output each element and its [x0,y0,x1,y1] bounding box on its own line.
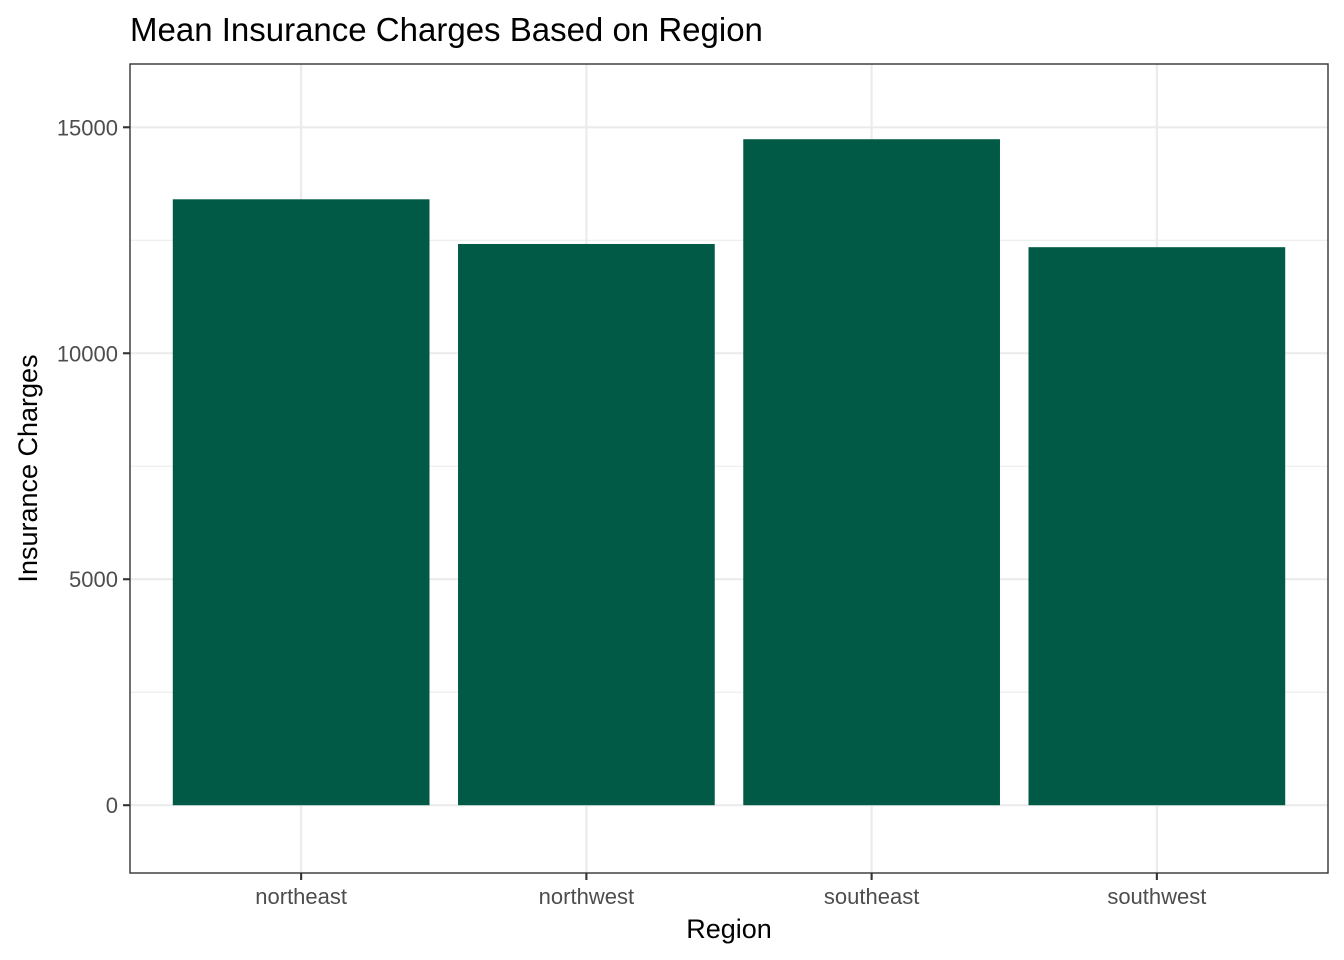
bar-northeast [172,199,430,806]
y-tick-label: 10000 [57,341,118,366]
x-tick-label-southwest: southwest [1107,884,1206,909]
bar-southwest [1028,247,1286,806]
x-axis: northeast northwest southeast southwest [255,873,1206,909]
bars [172,139,1286,806]
y-axis-title: Insurance Charges [13,354,43,582]
y-tick-label: 5000 [69,567,118,592]
x-axis-title: Region [686,914,772,944]
chart-title: Mean Insurance Charges Based on Region [130,11,763,48]
bar-southeast [743,139,1000,806]
y-axis: 0 5000 10000 15000 [57,115,130,818]
bar-northwest [458,243,715,806]
y-tick-label: 0 [106,793,118,818]
x-tick-label-northeast: northeast [255,884,347,909]
x-tick-label-southeast: southeast [824,884,919,909]
y-tick-label: 15000 [57,115,118,140]
x-tick-label-northwest: northwest [539,884,634,909]
plot-panel-border [129,63,1329,874]
